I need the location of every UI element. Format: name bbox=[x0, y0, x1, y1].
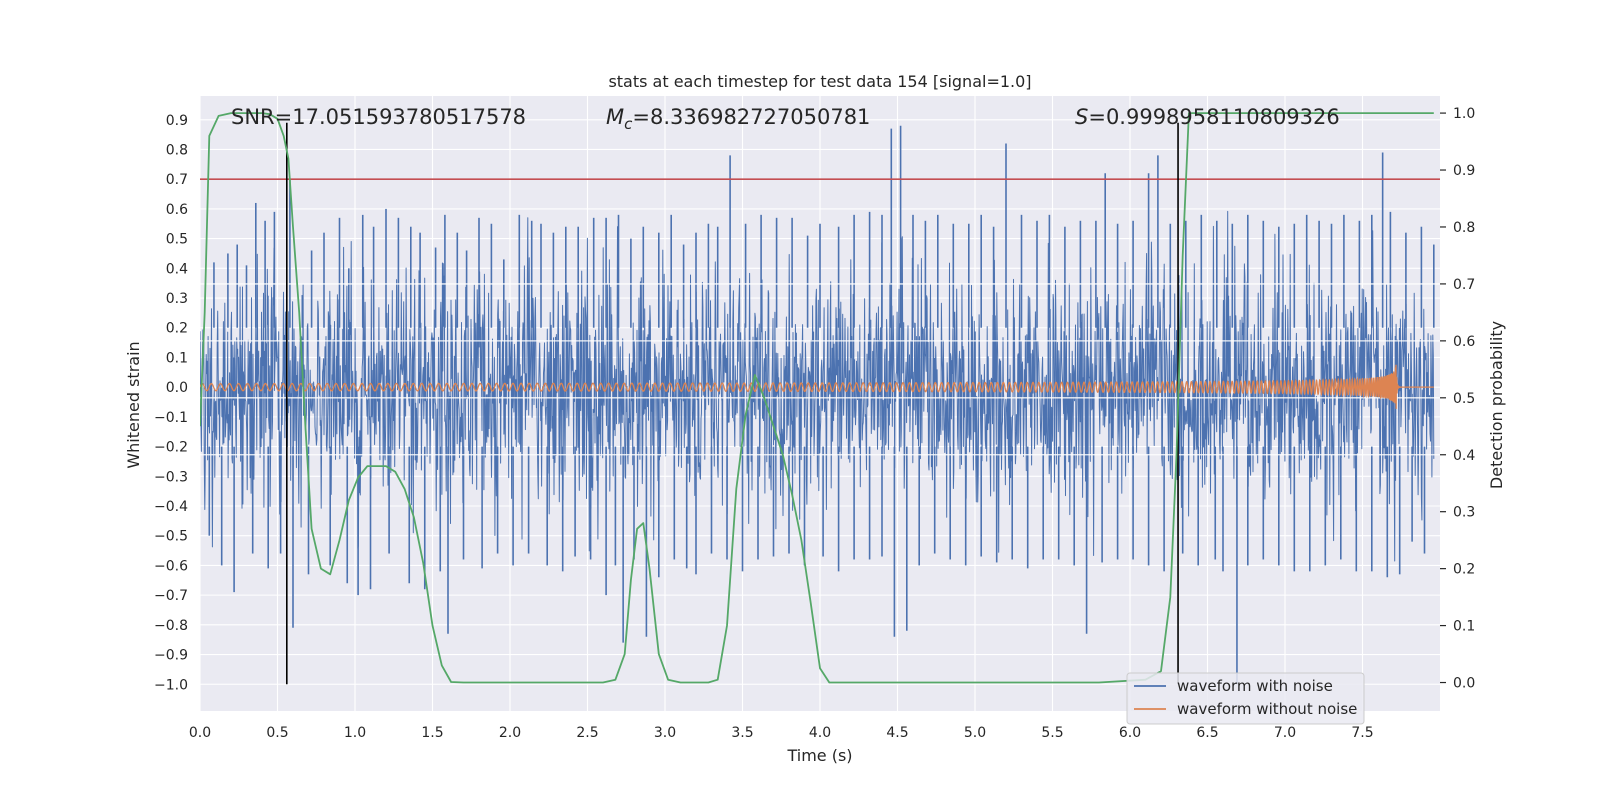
x-tick-label: 3.5 bbox=[731, 725, 753, 741]
y-right-tick-label: 0.6 bbox=[1453, 334, 1475, 350]
chart-title: stats at each timestep for test data 154… bbox=[608, 72, 1031, 91]
noise-trace bbox=[200, 210, 1435, 562]
x-tick-label: 7.0 bbox=[1274, 725, 1296, 741]
y-right-tick-label: 0.8 bbox=[1453, 220, 1475, 236]
x-tick-label: 4.0 bbox=[809, 725, 831, 741]
y-left-tick-label: 0.4 bbox=[166, 261, 188, 277]
y-left-tick-label: −0.5 bbox=[154, 529, 188, 545]
y-right-tick-label: 0.1 bbox=[1453, 619, 1475, 635]
y-right-tick-labels: 1.0 0.9 0.8 0.7 0.6 0.5 0.4 0.3 0.2 0.1 0.0 bbox=[1440, 106, 1475, 692]
chirp-mass-annotation: Mc=8.336982727050781 bbox=[606, 105, 870, 133]
x-tick-label: 6.0 bbox=[1119, 725, 1141, 741]
y-left-tick-label: −0.3 bbox=[154, 469, 188, 485]
y-left-tick-label: 0.1 bbox=[166, 350, 188, 366]
snr-annotation: SNR=17.051593780517578 bbox=[231, 105, 526, 129]
x-tick-labels: 0.0 0.5 1.0 1.5 2.0 2.5 3.0 3.5 4.0 4.5 5.0 5.5 6.0 6… bbox=[189, 725, 1374, 741]
y-left-tick-label: 0.2 bbox=[166, 321, 188, 337]
series-detection-probability bbox=[200, 112, 1434, 684]
detection-statistic-symbol: S bbox=[1075, 105, 1088, 129]
x-tick-label: 6.5 bbox=[1196, 725, 1218, 741]
y-right-tick-label: 0.0 bbox=[1453, 676, 1475, 692]
legend-label-clean: waveform without noise bbox=[1177, 700, 1357, 718]
x-tick-label: 1.5 bbox=[421, 725, 443, 741]
x-tick-label: 0.5 bbox=[266, 725, 288, 741]
y-left-tick-label: 0.0 bbox=[166, 380, 188, 396]
x-axis-label: Time (s) bbox=[786, 746, 852, 765]
series-waveform-with-noise bbox=[200, 125, 1440, 685]
x-tick-label: 7.5 bbox=[1351, 725, 1373, 741]
y-left-tick-label: 0.9 bbox=[166, 113, 188, 129]
y-left-tick-label: −0.1 bbox=[154, 410, 188, 426]
chirp-mass-value: =8.336982727050781 bbox=[632, 105, 870, 129]
y-right-tick-label: 1.0 bbox=[1453, 106, 1475, 122]
legend: waveform with noise waveform without noi… bbox=[1126, 672, 1365, 725]
y-right-tick-label: 0.3 bbox=[1453, 505, 1475, 521]
y-left-tick-label: 0.7 bbox=[166, 172, 188, 188]
probability-trace bbox=[200, 112, 1434, 684]
y-left-tick-label: −0.6 bbox=[154, 558, 188, 574]
y-axis-label-left: Whitened strain bbox=[124, 341, 143, 468]
x-tick-label: 1.0 bbox=[344, 725, 366, 741]
chirp-mass-subscript: c bbox=[624, 115, 633, 133]
y-left-tick-label: −1.0 bbox=[154, 677, 188, 693]
y-left-tick-label: 0.8 bbox=[166, 142, 188, 158]
y-left-tick-label: −0.9 bbox=[154, 648, 188, 664]
y-left-tick-label: 0.3 bbox=[166, 291, 188, 307]
y-left-tick-label: −0.8 bbox=[154, 618, 188, 634]
y-right-tick-label: 0.7 bbox=[1453, 277, 1475, 293]
chirp-mass-symbol: M bbox=[606, 105, 624, 129]
y-left-tick-labels: 0.9 0.8 0.7 0.6 0.5 0.4 0.3 0.2 0.1 0.0 −0.1 −0.2 −0… bbox=[154, 113, 188, 693]
y-left-tick-label: −0.2 bbox=[154, 440, 188, 456]
y-right-tick-label: 0.5 bbox=[1453, 391, 1475, 407]
y-right-tick-label: 0.4 bbox=[1453, 448, 1475, 464]
y-left-tick-label: 0.5 bbox=[166, 232, 188, 248]
detection-statistic-value: =0.9998958110809326 bbox=[1088, 105, 1339, 129]
x-tick-label: 3.0 bbox=[654, 725, 676, 741]
y-right-tick-label: 0.9 bbox=[1453, 163, 1475, 179]
y-left-tick-label: −0.4 bbox=[154, 499, 188, 515]
chirp-trace bbox=[200, 364, 1434, 409]
y-left-tick-label: −0.7 bbox=[154, 588, 188, 604]
x-tick-label: 2.0 bbox=[499, 725, 521, 741]
series-waveform-without-noise bbox=[200, 364, 1434, 409]
x-tick-label: 5.5 bbox=[1041, 725, 1063, 741]
detection-statistic-annotation: S=0.9998958110809326 bbox=[1075, 105, 1340, 129]
legend-label-noise: waveform with noise bbox=[1177, 677, 1333, 695]
y-left-tick-label: 0.6 bbox=[166, 202, 188, 218]
x-tick-label: 0.0 bbox=[189, 725, 211, 741]
legend-box bbox=[1126, 672, 1365, 725]
y-axis-label-right: Detection probability bbox=[1487, 321, 1506, 489]
x-tick-label: 5.0 bbox=[964, 725, 986, 741]
y-right-tick-label: 0.2 bbox=[1453, 562, 1475, 578]
x-tick-label: 4.5 bbox=[886, 725, 908, 741]
x-tick-label: 2.5 bbox=[576, 725, 598, 741]
